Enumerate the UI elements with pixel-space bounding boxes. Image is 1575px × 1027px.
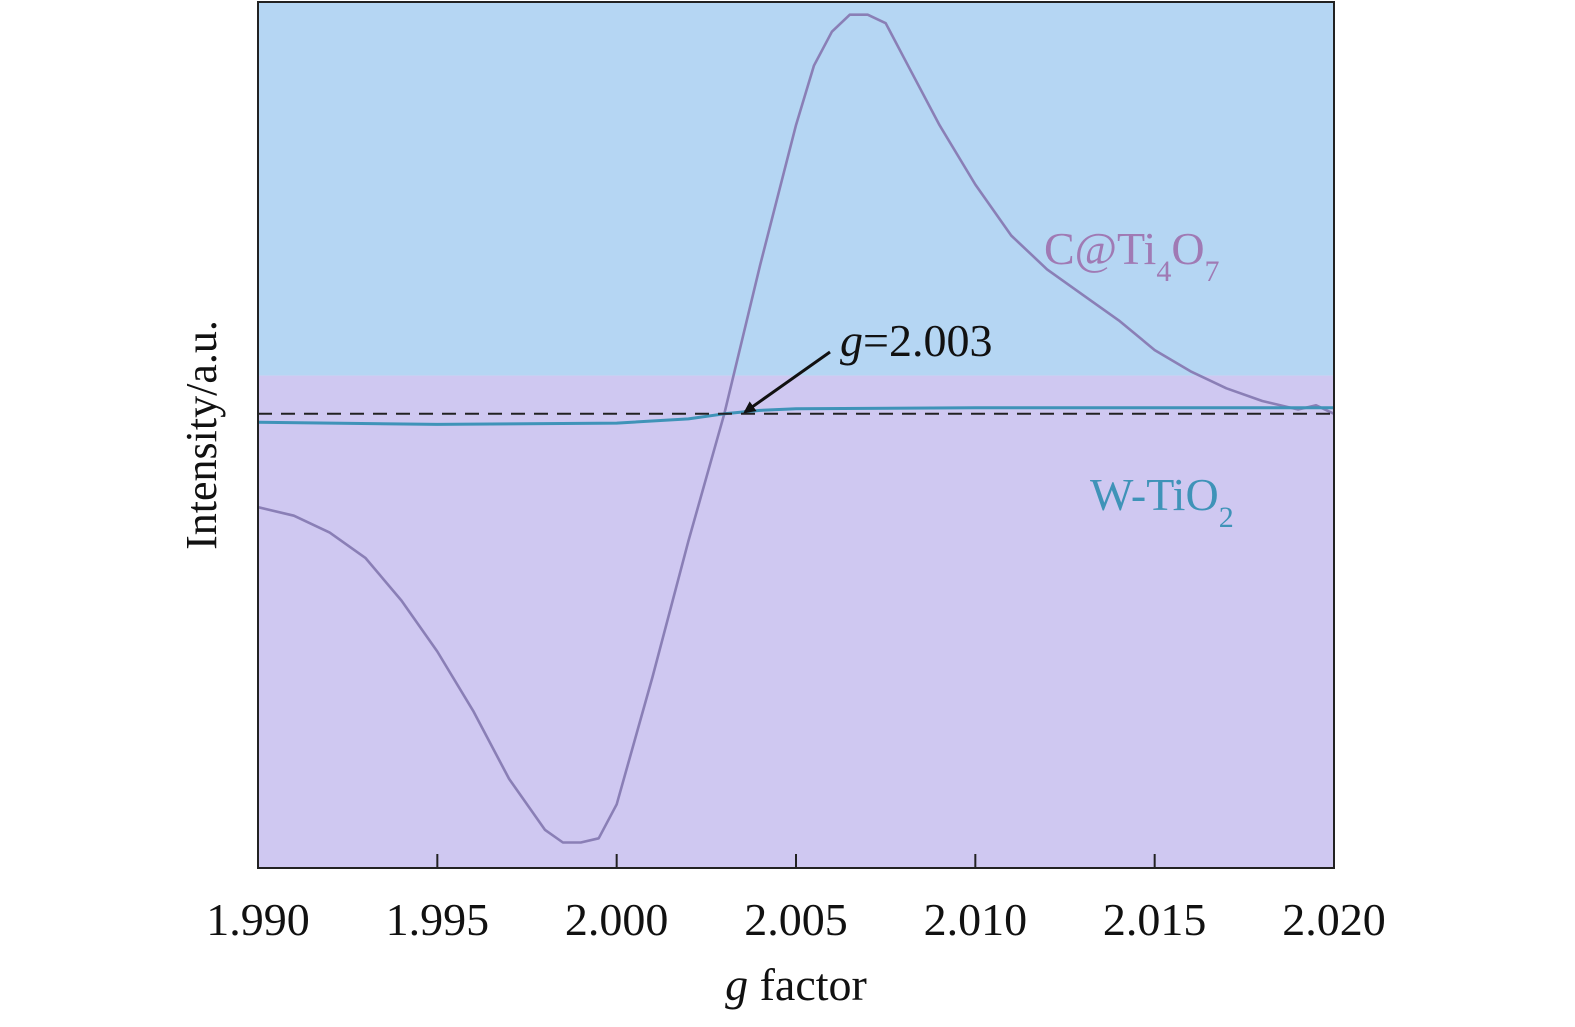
x-axis-label-rest: factor [748,959,867,1010]
legend-w-tio2-sub: 2 [1219,501,1234,534]
legend-c-ti4o7-main: C@Ti [1044,223,1156,274]
series-layer [258,13,1334,844]
annotation-g-text: =2.003 [863,315,992,366]
x-axis-ticks: 1.990 1.995 2.000 2.005 2.010 2.015 2.020 [206,854,1386,945]
y-axis-label: Intensity/a.u. [177,320,226,550]
annotation-g-value: g=2.003 [840,315,992,366]
x-tick-label: 2.015 [1103,894,1207,945]
x-tick-label: 2.000 [565,894,669,945]
legend-c-ti4o7-sub2: 7 [1205,255,1220,288]
x-tick-label: 1.995 [386,894,490,945]
plot-background-lower [258,375,1334,868]
x-tick-label: 1.990 [206,894,310,945]
x-tick-label: 2.005 [744,894,848,945]
series-w-tio2-line [258,406,1334,426]
legend-c-ti4o7-mid: O [1171,223,1204,274]
legend-w-tio2-main: W-TiO [1090,469,1219,520]
legend-c-ti4o7-sub1: 4 [1156,255,1171,288]
annotation-arrow [743,350,831,414]
legend-label-c-ti4o7: C@Ti4O7 [1044,223,1220,288]
plot-background-upper [258,2,1334,376]
legend-label-w-tio2: W-TiO2 [1090,469,1234,534]
annotation-g-italic: g [840,315,863,366]
x-axis-label: g factor [725,959,867,1010]
x-axis-label-italic: g [725,959,748,1010]
x-tick-label: 2.010 [924,894,1028,945]
x-tick-label: 2.020 [1282,894,1386,945]
series-c-ti4o7-line [258,13,1334,844]
